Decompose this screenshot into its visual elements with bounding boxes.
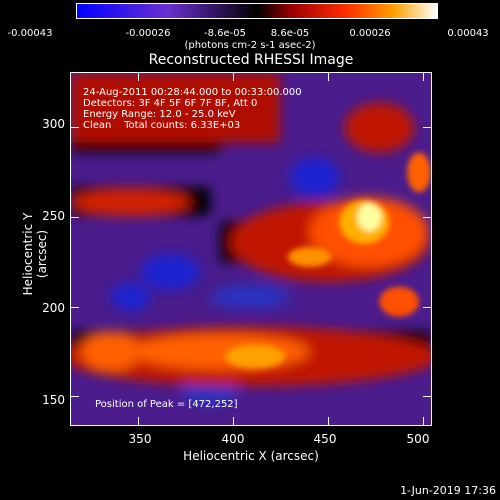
y-tick-mark	[423, 306, 431, 308]
colorbar-tick-label: 8.6e-05	[270, 28, 310, 39]
chart-title: Reconstructed RHESSI Image	[148, 52, 354, 68]
timestamp: 1-Jun-2019 17:36	[400, 484, 496, 497]
y-tick-label: 150	[42, 393, 65, 407]
x-axis-label: Heliocentric X (arcsec)	[183, 449, 319, 463]
colorbar-tick-label: -0.00043	[7, 28, 53, 39]
annotation-clean: Clean Total counts: 6.33E+03	[83, 120, 241, 131]
y-tick-label: 200	[42, 301, 65, 315]
x-tick-mark	[232, 73, 234, 81]
heatmap-image	[71, 73, 431, 425]
x-tick-mark	[423, 417, 425, 425]
x-tick-mark	[423, 73, 425, 81]
y-tick-mark	[423, 126, 431, 128]
y-tick-mark	[71, 396, 79, 398]
annotation-detectors: Detectors: 3F 4F 5F 6F 7F 8F, Att 0	[83, 98, 258, 109]
y-tick-label: 250	[42, 209, 65, 223]
colorbar	[76, 3, 438, 19]
y-tick-mark	[423, 216, 431, 218]
x-tick-label: 500	[406, 432, 430, 446]
y-tick-mark	[71, 126, 79, 128]
y-tick-mark	[71, 306, 79, 308]
x-tick-mark	[328, 73, 330, 81]
x-tick-mark	[137, 73, 139, 81]
colorbar-units: (photons cm-2 s-1 asec-2)	[184, 40, 316, 51]
annotation-energy-range: Energy Range: 12.0 - 25.0 keV	[83, 109, 236, 120]
x-tick-mark	[232, 417, 234, 425]
x-tick-label: 350	[128, 432, 152, 446]
y-tick-label: 300	[42, 117, 65, 131]
y-tick-mark	[423, 396, 431, 398]
colorbar-tick-label: 0.00026	[349, 28, 391, 39]
x-tick-mark	[137, 417, 139, 425]
colorbar-tick-label: -8.6e-05	[204, 28, 246, 39]
x-tick-label: 400	[221, 432, 245, 446]
colorbar-tick-label: 0.00043	[447, 28, 489, 39]
colorbar-tick-label: -0.00026	[125, 28, 171, 39]
x-tick-label: 450	[313, 432, 337, 446]
y-tick-mark	[71, 216, 79, 218]
y-axis-label: Heliocentric Y (arcsec)	[21, 212, 49, 296]
annotation-time-range: 24-Aug-2011 00:28:44.000 to 00:33:00.000	[83, 87, 302, 98]
x-tick-mark	[328, 417, 330, 425]
plot-area: 24-Aug-2011 00:28:44.000 to 00:33:00.000…	[70, 72, 432, 426]
annotation-peak: Position of Peak = [472,252]	[95, 399, 238, 410]
